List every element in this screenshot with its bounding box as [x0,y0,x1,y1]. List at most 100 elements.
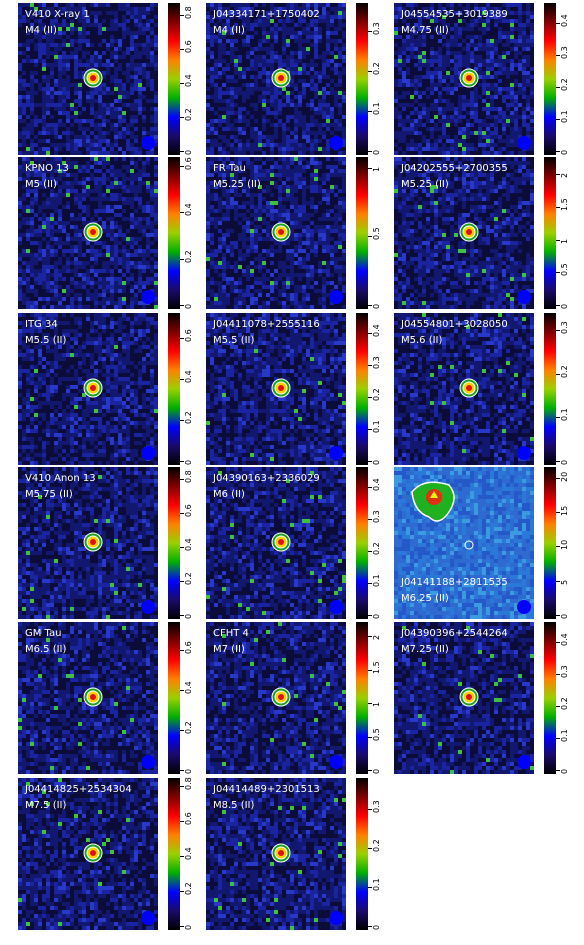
colorbar-tick-label: 0.1 [372,102,381,115]
colorbar-tick [180,785,184,787]
colorbar-tick [556,642,560,643]
colorbar-tick-label: 0.8 [184,6,193,20]
map-image: V410 Anon 13 M5.75 (II) [18,467,158,619]
colorbar-tick-label: 0.2 [372,839,381,853]
colorbar-tick-label: 0.5 [372,227,381,241]
colorbar-tick [556,151,560,152]
colorbar-tick-label: 0.2 [184,882,193,895]
colorbar-tick-label: 0.3 [560,665,569,678]
colorbar-tick [180,926,184,927]
colorbar-tick [368,926,372,927]
colorbar-tick [556,512,560,514]
colorbar-tick [180,461,184,462]
colorbar-tick [368,71,372,72]
colorbar-tick [368,31,372,32]
map-panel: J04202555+2700355 M5.25 (II) 0 0.5 1 1.5 2 [394,157,582,309]
colorbar [168,778,180,930]
colorbar [356,157,368,309]
colorbar-tick-label: 2 [560,172,569,179]
colorbar-tick-label: 0.5 [372,727,381,741]
colorbar-tick-label: 0.2 [184,249,193,263]
source-name: V410 X-ray 1 [25,9,90,20]
colorbar-tick-label: 1.5 [560,198,569,211]
colorbar-tick-label: 0.4 [560,633,569,646]
colorbar-tick [180,258,184,260]
spectral-type: M4.75 (II) [401,25,449,36]
colorbar-tick [556,239,560,241]
colorbar-tick [556,206,560,208]
map-image: J04334171+1750402 M4 (II) [206,3,346,155]
colorbar-tick [180,165,184,167]
spectral-type: M5 (II) [25,179,57,190]
colorbar-tick-label: 0.2 [184,572,193,586]
colorbar [168,622,180,774]
colorbar-tick-label: 0 [184,924,193,930]
colorbar-tick [556,330,560,332]
colorbar-axis: 0 0.1 0.2 0.3 [368,778,393,930]
map-panel: J04390396+2544264 M7.25 (II) 0 0.1 0.2 0.3 0.4 [394,622,582,774]
map-image: J04390163+2336029 M6 (II) [206,467,346,619]
colorbar [168,313,180,465]
colorbar-tick [368,519,372,520]
spectral-type: M5.5 (II) [213,335,255,346]
colorbar-tick [180,49,184,51]
map-panel: ITG 34 M5.5 (II) 0 0.2 0.4 0.6 [18,313,206,465]
colorbar [544,3,556,155]
colorbar-tick [180,890,184,892]
colorbar-tick [180,378,184,380]
colorbar-tick-label: 0.4 [560,14,569,27]
spectral-type: M7.5 (II) [25,800,67,811]
map-panel: J04414825+2534304 M7.5 (II) 0 0.2 0.4 0.6 0.8 [18,777,206,930]
colorbar [168,157,180,309]
colorbar-tick-label: 0.1 [372,420,381,433]
colorbar-tick [556,305,560,306]
map-image: J04202555+2700355 M5.25 (II) [394,157,534,309]
colorbar-tick-label: 0.6 [184,641,193,654]
colorbar-tick-label: 0 [372,149,381,155]
colorbar-tick [556,738,560,739]
colorbar-tick-label: 0.1 [372,574,381,587]
colorbar-tick [180,15,184,17]
colorbar-tick-label: 0.1 [560,110,569,123]
colorbar-axis: 0 0.5 1 1.5 2 [368,622,393,774]
colorbar-tick-label: 0 [184,149,193,155]
colorbar-tick [368,636,372,638]
map-image: FR Tau M5.25 (II) [206,157,346,309]
colorbar-tick [368,305,372,306]
colorbar-tick-label: 0 [372,613,381,619]
colorbar [544,313,556,465]
colorbar-tick-label: 0 [560,768,569,774]
colorbar-tick [556,477,560,479]
colorbar-tick [556,119,560,120]
source-name: CFHT 4 [213,628,249,639]
source-name: J04554535+3019389 [401,9,508,20]
colorbar-tick [180,151,184,152]
spectral-type: M4 (II) [25,25,57,36]
colorbar-axis: 0 0.1 0.2 0.3 [556,313,581,465]
colorbar [544,157,556,309]
colorbar-tick-label: 0.4 [372,324,381,337]
colorbar-tick-label: 0.4 [184,203,193,217]
colorbar-axis: 0 0.2 0.4 0.6 [180,313,205,465]
colorbar-tick [556,770,560,771]
colorbar-tick-label: 15 [560,505,569,517]
colorbar-tick [180,650,184,651]
colorbar-tick-label: 0.2 [184,108,193,122]
colorbar-tick-label: 0 [560,149,569,155]
colorbar-tick [368,461,372,462]
map-panel: J04334171+1750402 M4 (II) 0 0.1 0.2 0.3 [206,3,394,155]
colorbar-tick-label: 0 [372,768,381,774]
colorbar-axis: 0 0.5 1 [368,157,393,309]
spectral-type: M7.25 (II) [401,644,449,655]
source-name: J04390396+2544264 [401,628,508,639]
colorbar-tick-label: 0 [372,303,381,309]
colorbar-tick-label: 0.2 [372,62,381,75]
colorbar-tick [556,674,560,675]
colorbar-tick [556,373,560,375]
colorbar-tick [180,117,184,119]
colorbar-tick-label: 1.5 [372,660,381,674]
map-image: KPNO 13 M5 (II) [18,157,158,309]
colorbar-axis: 0 0.1 0.2 0.3 [368,3,393,155]
map-panel: V410 X-ray 1 M4 (II) 0 0.2 0.4 0.6 0.8 [18,3,206,155]
spectral-type: M6.25 (II) [401,593,449,604]
